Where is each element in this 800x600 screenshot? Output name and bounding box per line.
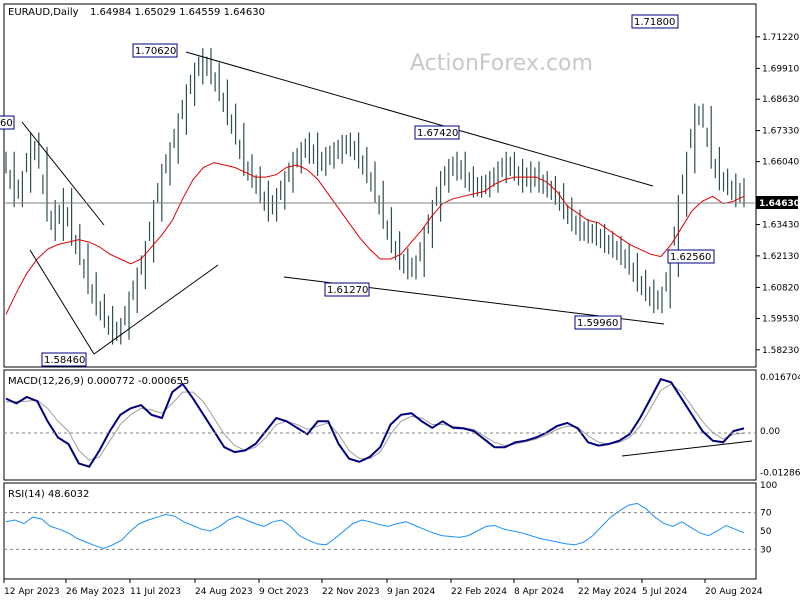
- price-y-axis: 1.71220 1.69910 1.68630 1.67330 1.66040 1.634…: [756, 33, 799, 356]
- macd-panel-frame: [3, 369, 757, 481]
- trendline-left-down-2[interactable]: [29, 249, 95, 355]
- x-tick-label: 9 Jan 2024: [387, 587, 435, 597]
- x-tick-label: 24 Aug 2023: [195, 587, 253, 597]
- moving-average-line: [5, 162, 745, 315]
- price-panel-frame: [3, 3, 757, 368]
- rsi-y-tick-label: 30: [760, 545, 772, 555]
- x-tick-label: 26 May 2023: [66, 587, 125, 597]
- current-price-label: 1.64630: [759, 199, 800, 209]
- label-low-3: 1.62560: [670, 252, 711, 263]
- y-tick-label: 1.60820: [762, 283, 799, 293]
- x-tick-label: 22 May 2024: [578, 587, 637, 597]
- macd-signal-line: [6, 383, 745, 461]
- trendline-upper[interactable]: [185, 51, 654, 187]
- x-tick-label: 20 Aug 2024: [705, 587, 763, 597]
- watermark: ActionForex.com: [410, 51, 593, 76]
- x-tick-label: 5 Jul 2024: [642, 587, 687, 597]
- trendline-left-down[interactable]: [21, 121, 105, 226]
- x-tick-label: 8 Apr 2024: [514, 587, 564, 597]
- current-price-box: [756, 196, 798, 209]
- symbol-timeframe: EURAUD,Daily: [8, 7, 79, 18]
- date-x-axis: 12 Apr 2023 26 May 2023 11 Jul 2023 24 Aug …: [3, 579, 763, 597]
- macd-line: [5, 377, 745, 468]
- y-tick-label: 1.66040: [762, 158, 799, 168]
- ohlc-values: 1.64984 1.65029 1.64559 1.64630: [90, 7, 265, 18]
- rsi-y-tick-label: 50: [760, 527, 772, 537]
- price-annotations: 1.70620 1.71800 1.67420 1.61270 1.59960 …: [0, 14, 715, 367]
- x-tick-label: 12 Apr 2023: [4, 587, 60, 597]
- label-low-2: 1.59960: [577, 318, 618, 329]
- x-tick-label: 22 Feb 2024: [451, 587, 507, 597]
- y-tick-label: 1.71220: [762, 33, 799, 43]
- macd-y-tick-label: 0.00: [760, 427, 780, 437]
- macd-y-tick-label: -0.012869: [760, 469, 800, 479]
- label-low-1: 1.61270: [327, 285, 368, 296]
- macd-title: MACD(12,26,9) 0.000772 -0.000655: [8, 376, 189, 387]
- rsi-line: [5, 502, 745, 550]
- y-tick-label: 1.63430: [762, 221, 799, 231]
- moving-average-layer: [5, 162, 745, 315]
- label-low-4: 1.58460: [44, 355, 85, 366]
- y-tick-label: 1.58230: [762, 346, 799, 356]
- macd-layer: 0.016704 0.00 -0.012869: [5, 373, 800, 479]
- y-tick-label: 1.62130: [762, 252, 799, 262]
- y-tick-label: 1.68630: [762, 95, 799, 105]
- price-series-layer: [5, 48, 745, 345]
- label-clipped: 60: [0, 118, 13, 129]
- rsi-layer: 100 70 50 30: [4, 481, 777, 555]
- x-tick-label: 9 Oct 2023: [259, 587, 309, 597]
- y-tick-label: 1.67330: [762, 127, 799, 137]
- rsi-y-tick-label: 100: [760, 481, 777, 491]
- rsi-y-tick-label: 70: [760, 509, 772, 519]
- rsi-panel-frame: [3, 482, 757, 580]
- y-tick-label: 1.59530: [762, 314, 799, 324]
- y-tick-label: 1.69910: [762, 64, 799, 74]
- label-high-3: 1.67420: [417, 128, 458, 139]
- macd-y-tick-label: 0.016704: [760, 373, 800, 383]
- trend-lines: [21, 51, 753, 457]
- trendline-up[interactable]: [93, 264, 219, 355]
- x-tick-label: 22 Nov 2023: [322, 587, 380, 597]
- x-tick-label: 11 Jul 2023: [130, 587, 181, 597]
- label-high-1: 1.70620: [135, 46, 176, 57]
- label-high-2: 1.71800: [634, 17, 675, 28]
- macd-trendline[interactable]: [621, 440, 753, 457]
- rsi-title: RSI(14) 48.6032: [8, 489, 89, 500]
